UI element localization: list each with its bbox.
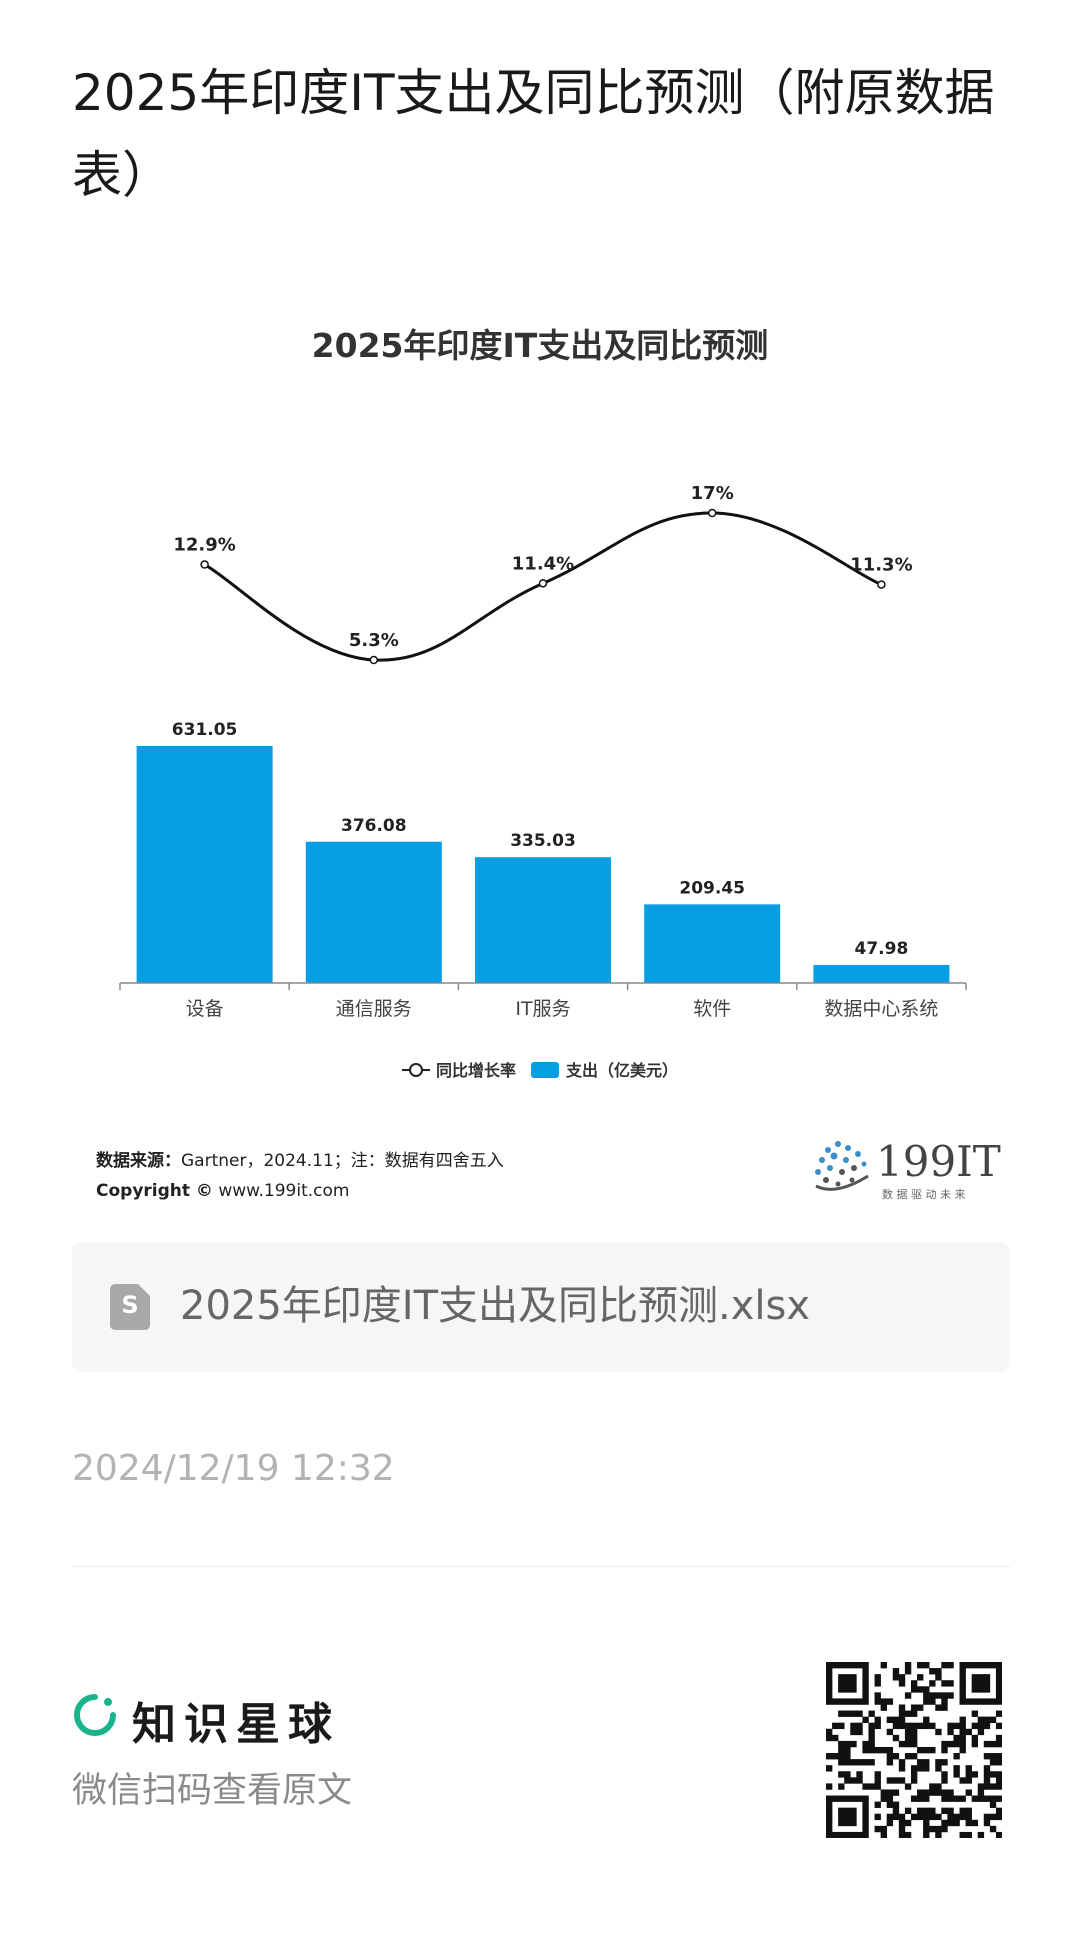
logo-name: 199IT (876, 1137, 1001, 1186)
chart: 2025年印度IT支出及同比预测 631.05 376.08 335.03 209.4… (119, 326, 967, 1080)
bar (813, 964, 950, 983)
x-tick-label: IT服务 (515, 998, 570, 1020)
line-data-label: 17% (691, 483, 734, 504)
bar (644, 904, 781, 983)
bar-series: 631.05 376.08 335.03 209.45 47.98 (136, 720, 950, 983)
chart-title: 2025年印度IT支出及同比预测 (312, 326, 769, 365)
legend-bar-swatch (531, 1062, 559, 1078)
brand-name: 知识星球 (132, 1699, 340, 1750)
line-point (200, 560, 209, 569)
source-label: 数据来源： (96, 1151, 181, 1171)
bar (305, 841, 442, 983)
x-tick-label: 软件 (693, 998, 731, 1020)
legend-line-marker (409, 1063, 423, 1077)
spreadsheet-file-icon: S (110, 1284, 150, 1330)
copyright-url: www.199it.com (218, 1181, 350, 1201)
line-point (538, 579, 548, 588)
legend-label-spend: 支出（亿美元） (565, 1061, 678, 1080)
line-data-label: 11.3% (850, 555, 912, 576)
legend: 同比增长率 支出（亿美元） (402, 1061, 678, 1080)
x-axis: 设备 通信服务 IT服务 软件 数据中心系统 (119, 982, 967, 1020)
logo-tagline: 数 据 驱 动 未 来 (882, 1187, 965, 1201)
logo-dots-icon (815, 1141, 867, 1187)
bar (475, 857, 611, 983)
bar (136, 746, 273, 983)
copyright-label: Copyright © (96, 1181, 213, 1201)
line-point (877, 580, 886, 589)
source-block: 数据来源：Gartner，2024.11；注：数据有四舍五入 Copyright… (96, 1146, 504, 1206)
bar-data-label: 209.45 (679, 878, 745, 898)
bar-data-label: 376.08 (341, 816, 407, 836)
x-tick-label: 数据中心系统 (824, 998, 938, 1020)
page-title: 2025年印度IT支出及同比预测（附原数据表） (72, 64, 995, 204)
timestamp: 2024/12/19 12:32 (72, 1448, 395, 1489)
brand-subtitle: 微信扫码查看原文 (72, 1771, 353, 1811)
199it-logo: 199IT 数 据 驱 动 未 来 (815, 1137, 1001, 1201)
chart-area: 2025年印度IT支出及同比预测 631.05 376.08 335.03 209.4… (0, 300, 1080, 1220)
line-point (369, 655, 379, 665)
divider (72, 1566, 1010, 1567)
bar-data-label: 335.03 (510, 831, 576, 851)
source-text: Gartner，2024.11；注：数据有四舍五入 (181, 1151, 504, 1171)
qr-code-icon[interactable] (826, 1662, 1002, 1838)
bar-data-label: 631.05 (172, 720, 238, 740)
legend-label-growth: 同比增长率 (436, 1061, 516, 1080)
attachment-card[interactable]: S 2025年印度IT支出及同比预测.xlsx (72, 1242, 1010, 1372)
x-tick-label: 设备 (186, 998, 224, 1020)
bar-data-label: 47.98 (855, 939, 909, 959)
line-series: 12.9% 5.3% 11.4% 17% 11.3% (173, 483, 913, 665)
line-point (707, 508, 717, 518)
zsxq-logo-icon (74, 1694, 116, 1736)
line-data-label: 11.4% (512, 553, 574, 574)
line-data-label: 12.9% (173, 535, 235, 556)
attachment-file-name[interactable]: 2025年印度IT支出及同比预测.xlsx (180, 1283, 811, 1329)
x-tick-label: 通信服务 (336, 998, 412, 1020)
line-data-label: 5.3% (349, 630, 399, 651)
